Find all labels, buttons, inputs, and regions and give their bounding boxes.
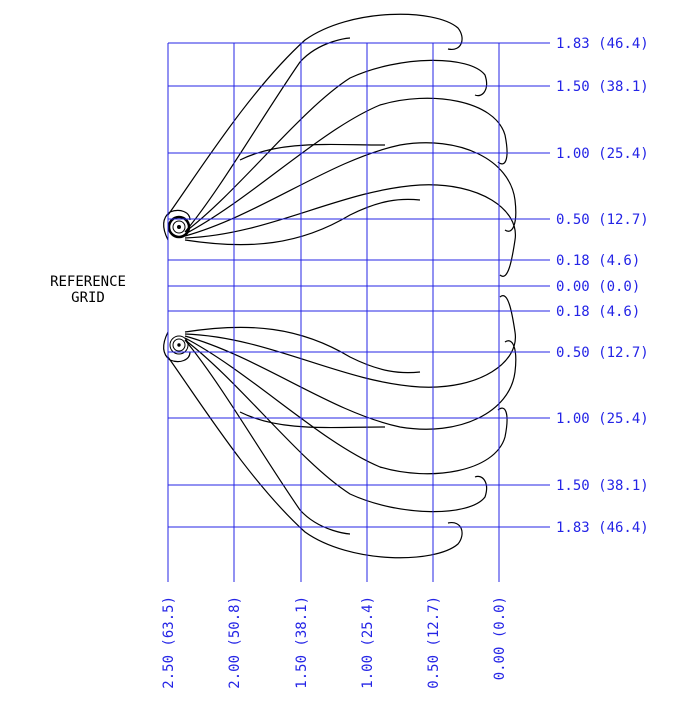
row-label: 1.83 (46.4) [556,520,649,536]
column-label: 1.00 (25.4) [360,596,376,689]
row-label: 1.50 (38.1) [556,79,649,95]
row-label: 0.50 (12.7) [556,345,649,361]
column-label: 0.50 (12.7) [426,596,442,689]
reference-label: REFERENCE [50,274,126,290]
grid-labels: 1.83 (46.4) 1.50 (38.1) 1.00 (25.4) 0.50 (1… [161,36,649,689]
row-label: 1.00 (25.4) [556,411,649,427]
column-label: 2.50 (63.5) [161,596,177,689]
row-label: 0.18 (4.6) [556,253,640,269]
row-label: 1.50 (38.1) [556,478,649,494]
column-label: 2.00 (50.8) [227,596,243,689]
row-label: 1.83 (46.4) [556,36,649,52]
row-label: 0.00 (0.0) [556,279,640,295]
reference-grid [167,42,550,582]
pivots [167,215,191,355]
claw-top [163,13,517,277]
claw-bottom [163,295,517,559]
row-label: 1.00 (25.4) [556,146,649,162]
column-label: 0.00 (0.0) [492,596,508,680]
column-label: 1.50 (38.1) [294,596,310,689]
row-label: 0.50 (12.7) [556,212,649,228]
reference-label: GRID [71,290,105,306]
row-label: 0.18 (4.6) [556,304,640,320]
